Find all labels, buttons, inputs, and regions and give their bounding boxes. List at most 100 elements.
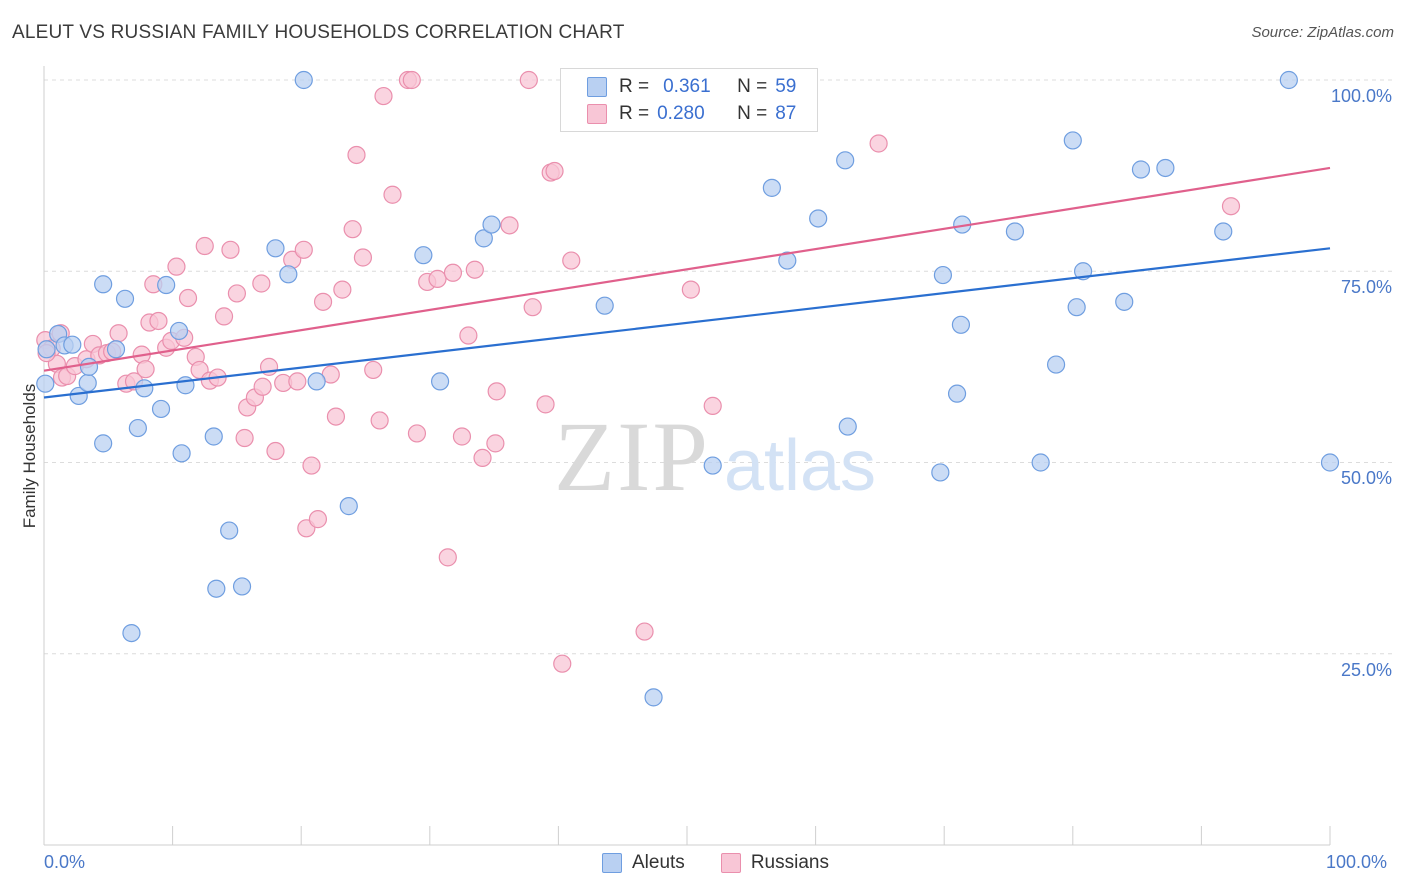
- aleuts-point: [947, 384, 967, 403]
- aleuts-point: [1214, 222, 1233, 241]
- russians-point: [703, 396, 722, 415]
- russians-point: [136, 360, 155, 379]
- aleuts-point: [266, 239, 285, 258]
- axes: [43, 66, 1331, 846]
- russians-point: [109, 324, 128, 343]
- aleuts-point: [220, 521, 239, 540]
- n-label: N =: [737, 76, 768, 97]
- legend-item-russians[interactable]: Russians: [720, 852, 829, 874]
- russians-point: [302, 456, 321, 475]
- aleuts-point: [294, 70, 313, 90]
- russians-point: [149, 311, 168, 331]
- aleuts-points: [36, 70, 1340, 707]
- russians-point: [235, 428, 254, 448]
- n-label: N =: [737, 103, 768, 124]
- aleuts-point: [339, 497, 358, 516]
- stats-legend: R = 0.361 N = 59 R = 0.280 N = 87: [560, 68, 818, 132]
- legend-item-aleuts[interactable]: Aleuts: [602, 852, 685, 874]
- aleuts-point: [307, 372, 326, 391]
- russians-point: [221, 240, 240, 259]
- legend-label: Aleuts: [632, 852, 685, 873]
- aleuts-point: [279, 265, 298, 284]
- aleuts-point: [204, 427, 223, 446]
- aleuts-point: [1156, 158, 1175, 178]
- aleuts-point: [414, 246, 433, 265]
- legend-row-aleuts: R = 0.361 N = 59: [587, 75, 796, 99]
- russians-point: [326, 407, 346, 426]
- aleuts-trend-line: [43, 247, 1331, 399]
- russians-point: [523, 298, 542, 317]
- aleuts-point: [778, 251, 797, 270]
- russians-point: [370, 411, 389, 430]
- aleuts-point: [37, 340, 56, 359]
- russians-point: [428, 269, 447, 288]
- russians-point: [266, 441, 285, 461]
- russians-point: [443, 263, 463, 282]
- y-tick-label: 100.0%: [1330, 86, 1392, 106]
- aleuts-point: [106, 340, 126, 359]
- r-label: R =: [619, 103, 650, 124]
- russians-point: [178, 288, 198, 308]
- aleuts-point: [115, 289, 135, 308]
- r-label: R =: [619, 76, 650, 97]
- russians-point: [402, 70, 421, 90]
- russians-point: [452, 427, 472, 446]
- russians-point: [519, 70, 538, 90]
- aleuts-point: [128, 418, 147, 438]
- chart-title: ALEUT VS RUSSIAN FAMILY HOUSEHOLDS CORRE…: [12, 22, 625, 43]
- aleuts-point: [1031, 453, 1050, 472]
- x-tick-label-min: 0.0%: [44, 852, 86, 872]
- russians-swatch: [587, 104, 607, 124]
- russians-point: [536, 395, 555, 414]
- russians-point: [500, 216, 519, 235]
- russians-point: [486, 434, 505, 453]
- aleuts-point: [1279, 70, 1298, 90]
- russians-point: [383, 185, 402, 204]
- russians-point: [214, 307, 234, 326]
- russians-point: [681, 280, 700, 299]
- aleuts-point: [1067, 298, 1086, 317]
- aleuts-point: [474, 229, 493, 248]
- legend-label: Russians: [750, 852, 829, 873]
- russians-point: [407, 424, 427, 443]
- aleuts-point: [232, 577, 252, 596]
- source-credit: Source: ZipAtlas.com: [1251, 24, 1394, 41]
- series-legend: Aleuts Russians: [602, 852, 865, 874]
- aleuts-point: [933, 265, 953, 285]
- aleuts-point: [151, 399, 171, 419]
- russians-point: [545, 161, 564, 181]
- aleuts-swatch: [587, 77, 607, 97]
- y-tick-label: 25.0%: [1340, 660, 1392, 680]
- russians-point: [869, 134, 888, 153]
- russians-point: [473, 448, 492, 468]
- russians-point: [308, 510, 328, 529]
- aleuts-point: [809, 209, 828, 228]
- aleuts-point: [595, 296, 614, 315]
- russians-point: [313, 292, 333, 311]
- aleuts-point: [482, 215, 501, 234]
- russians-point: [227, 284, 246, 303]
- y-tick-label: 75.0%: [1340, 277, 1392, 297]
- russians-point: [364, 360, 383, 380]
- aleuts-point: [1320, 453, 1340, 472]
- r-value: 0.361: [663, 76, 711, 97]
- aleuts-point: [762, 178, 781, 197]
- aleuts-point: [36, 374, 55, 393]
- aleuts-point: [94, 434, 113, 453]
- legend-row-russians: R = 0.280 N = 87: [587, 102, 796, 126]
- russians-points: [36, 70, 1241, 673]
- x-tick-label-max: 100.0%: [1326, 852, 1388, 872]
- aleuts-point: [703, 456, 722, 475]
- aleuts-point: [135, 379, 154, 398]
- russians-point: [487, 382, 506, 401]
- n-value: 59: [775, 76, 797, 97]
- trend-lines: [43, 166, 1331, 399]
- aleuts-point: [69, 386, 88, 406]
- aleuts-point: [94, 275, 113, 294]
- aleuts-point: [78, 373, 97, 393]
- russians-point: [374, 86, 393, 106]
- watermark-atlas: atlas: [724, 426, 876, 506]
- aleuts-point: [172, 444, 191, 463]
- aleuts-point: [1131, 160, 1151, 179]
